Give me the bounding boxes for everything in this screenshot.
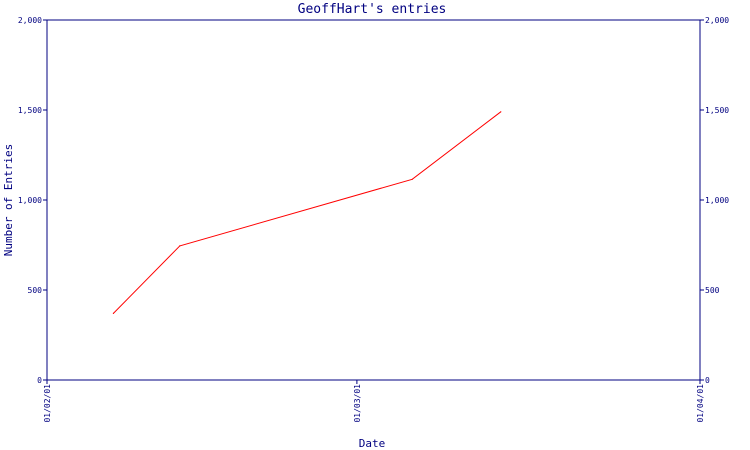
ticks-layer: 0 0 500 500 1,000 1,000 1,500 1,500 2,000 2,000 01… <box>18 16 729 423</box>
x-tick-label-0: 01/02/01 <box>43 384 52 423</box>
y-tick-right-label-4: 2,000 <box>705 16 729 25</box>
y-axis-title: Number of Entries <box>2 144 15 257</box>
series-line-0 <box>113 111 502 314</box>
series-0-point-2 <box>411 178 413 180</box>
y-tick-right-label-3: 1,500 <box>705 106 729 115</box>
y-tick-left-label-0: 0 <box>37 376 42 385</box>
y-tick-left-label-3: 1,500 <box>18 106 42 115</box>
series-0-point-1 <box>179 245 181 247</box>
chart-title: GeoffHart's entries <box>298 2 447 17</box>
plot-frame <box>46 19 701 381</box>
x-tick-label-1: 01/03/01 <box>353 384 362 423</box>
y-tick-left-label-1: 500 <box>28 286 43 295</box>
y-tick-right-label-0: 0 <box>705 376 710 385</box>
x-axis-title: Date <box>359 437 386 450</box>
x-tick-label-2: 01/04/01 <box>696 384 705 423</box>
y-tick-right-label-2: 1,000 <box>705 196 729 205</box>
y-tick-left-label-2: 1,000 <box>18 196 42 205</box>
series-0-point-3 <box>500 111 502 113</box>
series-layer <box>112 111 502 314</box>
y-tick-right-label-1: 500 <box>705 286 720 295</box>
y-tick-left-label-4: 2,000 <box>18 16 42 25</box>
series-0-point-0 <box>112 312 115 314</box>
